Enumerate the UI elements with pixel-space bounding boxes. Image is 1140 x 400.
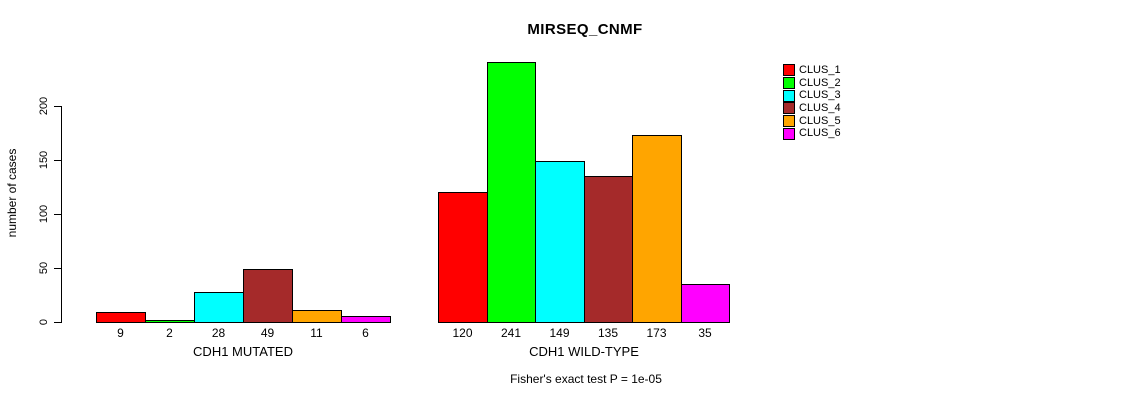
bar-value-label: 49 xyxy=(260,326,275,340)
legend-swatch-icon xyxy=(783,102,795,115)
y-tick xyxy=(54,322,62,323)
legend-item-clus_5: CLUS_5 xyxy=(783,115,841,128)
bar-cdh1-mutated-clus_5 xyxy=(292,310,342,323)
legend-item-clus_4: CLUS_4 xyxy=(783,102,841,115)
fisher-test-footnote: Fisher's exact test P = 1e-05 xyxy=(510,372,662,386)
bar-value-label: 11 xyxy=(310,326,323,340)
group-label-wildtype: CDH1 WILD-TYPE xyxy=(529,344,639,359)
legend-swatch-icon xyxy=(783,64,795,77)
bar-value-label: 149 xyxy=(549,326,570,340)
bar-value-label: 2 xyxy=(166,326,173,340)
y-tick-label: 0 xyxy=(38,318,50,326)
bar-cdh1-wild-type-clus_2 xyxy=(487,62,536,323)
chart-title: MIRSEQ_CNMF xyxy=(527,21,643,38)
y-tick xyxy=(54,268,62,269)
bar-value-label: 28 xyxy=(211,326,226,340)
bar-cdh1-mutated-clus_3 xyxy=(194,292,244,323)
y-tick-label: 200 xyxy=(38,96,50,116)
bar-value-label: 6 xyxy=(362,326,369,340)
bar-cdh1-wild-type-clus_5 xyxy=(632,135,682,323)
y-tick-label: 100 xyxy=(38,204,50,224)
bar-cdh1-mutated-clus_4 xyxy=(243,269,293,323)
bar-cdh1-mutated-clus_2 xyxy=(145,320,195,323)
group-label-mutated: CDH1 MUTATED xyxy=(193,344,293,359)
y-tick xyxy=(54,214,62,215)
y-tick xyxy=(54,106,62,107)
bar-cdh1-wild-type-clus_6 xyxy=(681,284,730,323)
bar-cdh1-wild-type-clus_3 xyxy=(535,161,585,323)
bar-cdh1-mutated-clus_1 xyxy=(96,312,146,323)
bar-cdh1-wild-type-clus_1 xyxy=(438,192,488,323)
legend-item-clus_3: CLUS_3 xyxy=(783,89,841,102)
bar-value-label: 120 xyxy=(452,326,473,340)
bar-value-label: 241 xyxy=(500,326,522,340)
bar-value-label: 173 xyxy=(646,326,667,340)
bar-value-label: 35 xyxy=(698,326,712,340)
legend-item-clus_2: CLUS_2 xyxy=(783,77,841,90)
legend-item-clus_1: CLUS_1 xyxy=(783,64,841,77)
legend-item-clus_6: CLUS_6 xyxy=(783,127,841,140)
legend-label: CLUS_2 xyxy=(799,76,841,89)
bar-cdh1-wild-type-clus_4 xyxy=(584,176,633,323)
y-tick-label: 150 xyxy=(38,150,50,170)
legend-swatch-icon xyxy=(783,115,795,128)
legend-label: CLUS_1 xyxy=(799,63,841,76)
bar-cdh1-mutated-clus_6 xyxy=(341,316,391,323)
legend: CLUS_1 CLUS_2 CLUS_3 CLUS_4 CLUS_5 CLUS_6 xyxy=(783,64,841,140)
legend-swatch-icon xyxy=(783,89,795,102)
y-tick-label: 50 xyxy=(38,261,50,275)
legend-label: CLUS_6 xyxy=(799,127,841,140)
y-axis-label: number of cases xyxy=(5,148,19,238)
bar-value-label: 9 xyxy=(117,326,124,340)
legend-label: CLUS_5 xyxy=(799,114,841,127)
bar-value-label: 135 xyxy=(597,326,619,340)
legend-swatch-icon xyxy=(783,127,795,140)
legend-swatch-icon xyxy=(783,77,795,90)
legend-label: CLUS_4 xyxy=(799,101,841,114)
legend-label: CLUS_3 xyxy=(799,89,841,102)
y-tick xyxy=(54,160,62,161)
